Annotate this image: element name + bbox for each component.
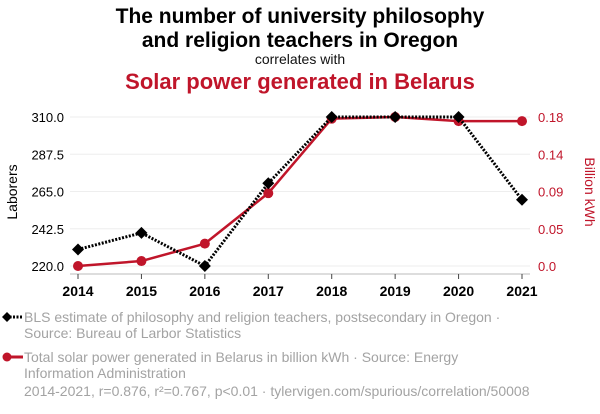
solar-point [136, 256, 147, 267]
left-tick-label: 242.5 [31, 222, 64, 237]
bls-point [262, 177, 275, 190]
bls-point [198, 260, 211, 272]
legend-item-solar-line1: Total solar power generated in Belarus i… [24, 349, 459, 365]
left-tick-label: 287.5 [31, 147, 64, 162]
solar-point [73, 261, 83, 271]
solar-point [517, 116, 527, 127]
legend-item-bls-line2: Source: Bureau of Larbor Statistics [24, 325, 242, 341]
x-tick-label: 2017 [253, 283, 284, 299]
right-tick-label: 0.05 [538, 222, 563, 237]
x-tick-label: 2015 [126, 283, 157, 299]
bls-point [72, 243, 84, 256]
x-tick-label: 2018 [316, 283, 347, 299]
bls-point [516, 193, 528, 206]
left-tick-label: 220.0 [31, 259, 64, 274]
x-tick-label: 2014 [62, 283, 93, 299]
x-tick-label: 2016 [189, 283, 220, 299]
bls-series-line [77, 115, 524, 268]
solar-point [263, 188, 274, 199]
chart-title-line1: The number of university philosophy [115, 5, 485, 28]
solar-series-line [77, 115, 522, 268]
left-tick-label: 265.0 [31, 185, 64, 200]
chart-title-line2: and religion teachers in Oregon [141, 29, 459, 52]
left-axis-label: Laborers [4, 164, 20, 219]
right-tick-label: 0.14 [538, 147, 563, 162]
gridlines [70, 116, 530, 267]
bls-point [135, 226, 148, 239]
legend-item-bls: BLS estimate of philosophy and religion … [2, 309, 584, 341]
x-tick-label: 2019 [380, 283, 411, 299]
right-tick-label: 0.09 [538, 185, 563, 200]
bls-point [452, 111, 465, 123]
axes: 310.0 287.5 265.0 242.5 220.0 0.18 0.14 0.09 0.0… [31, 110, 563, 299]
solar-point [199, 238, 210, 249]
legend-item-solar-line2: Information Administration [24, 365, 186, 381]
x-tick-label: 2020 [443, 283, 474, 299]
legend-item-solar: Total solar power generated in Belarus i… [2, 349, 584, 381]
bls-point [325, 111, 338, 123]
right-tick-label: 0.0 [538, 259, 556, 274]
series-group [72, 111, 528, 272]
dotted-diamond-legend-icon [2, 312, 23, 322]
footer-stats: 2014-2021, r=0.876, r²=0.767, p<0.01 · t… [24, 383, 530, 399]
bls-point [389, 111, 402, 123]
right-axis-label: Billion kWh [582, 157, 598, 226]
left-tick-label: 310.0 [31, 110, 64, 125]
solid-circle-legend-icon [2, 352, 23, 362]
correlates-with-text: correlates with [254, 51, 346, 67]
legend-item-bls-line1: BLS estimate of philosophy and religion … [24, 309, 501, 325]
right-tick-label: 0.18 [538, 110, 563, 125]
x-tick-label: 2021 [506, 283, 537, 299]
chart-subtitle: Solar power generated in Belarus [125, 69, 475, 94]
